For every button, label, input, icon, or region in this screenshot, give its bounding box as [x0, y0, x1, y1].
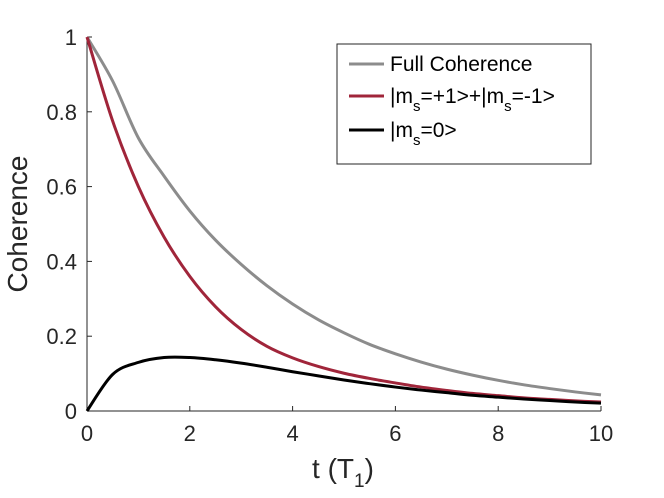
legend-text-part: =0>: [420, 119, 456, 142]
y-tick-label: 0.8: [46, 100, 77, 125]
legend-subscript: s: [413, 132, 421, 149]
legend-subscript: s: [504, 98, 512, 115]
legend-text-part: |m: [390, 119, 413, 142]
y-tick-label: 0: [65, 399, 77, 424]
legend-entry-full-coherence-label: Full Coherence: [390, 53, 532, 76]
legend-text-part: Full Coherence: [390, 53, 532, 76]
y-tick-label: 0.2: [46, 324, 77, 349]
tick-labels: 0 2 4 6 8 10 0 0.2 0.4 0.6 0.8 1: [46, 25, 613, 446]
x-axis-label: t (T1): [312, 453, 374, 492]
legend-text-part: |m: [390, 85, 413, 108]
legend-entry-ms-zero-label: |ms=0>: [390, 119, 457, 149]
x-tick-label: 10: [589, 421, 613, 446]
legend: Full Coherence|ms=+1>+|ms=-1>|ms=0>: [336, 43, 592, 165]
x-axis-label-main: t (T: [312, 453, 354, 484]
series-lines: [85, 36, 602, 412]
x-tick-label: 8: [492, 421, 504, 446]
legend-subscript: s: [413, 98, 421, 115]
y-axis-label: Coherence: [2, 156, 33, 293]
legend-entry-ms-plus-minus-one-label: |ms=+1>+|ms=-1>: [390, 85, 555, 115]
axes: [86, 36, 602, 412]
legend-text-part: =+1>+|m: [420, 85, 504, 108]
x-tick-label: 4: [286, 421, 298, 446]
x-axis-label-close: ): [365, 453, 374, 484]
ms-zero-line: [85, 355, 602, 412]
y-tick-label: 1: [65, 25, 77, 50]
x-tick-label: 0: [81, 421, 93, 446]
y-tick-label: 0.4: [46, 249, 77, 274]
y-tick-label: 0.6: [46, 175, 77, 200]
full-coherence-line: [85, 36, 602, 397]
x-tick-label: 6: [389, 421, 401, 446]
legend-text-part: =-1>: [512, 85, 555, 108]
x-axis-label-subscript: 1: [354, 471, 365, 492]
x-tick-label: 2: [184, 421, 196, 446]
